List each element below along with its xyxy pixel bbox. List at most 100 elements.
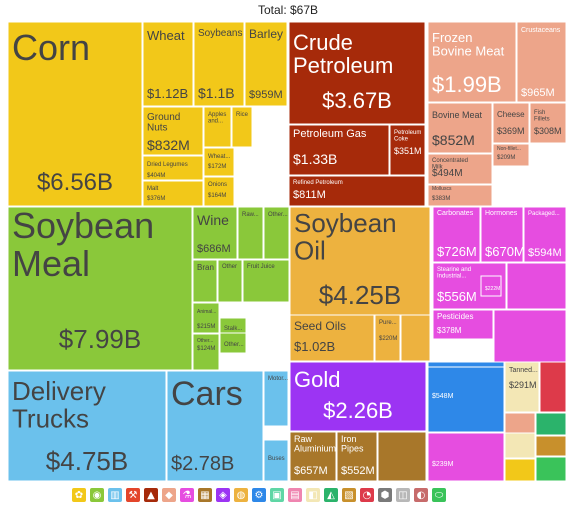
treemap-tile[interactable] xyxy=(427,432,505,482)
treemap-tile[interactable] xyxy=(427,21,517,103)
footwear-icon[interactable]: ◭ xyxy=(324,488,338,502)
tile-name-label: Onions xyxy=(208,182,227,188)
treemap-tile[interactable] xyxy=(219,332,247,354)
tile-name-label: Soybean xyxy=(12,205,154,246)
tile-name-label: Iron xyxy=(341,434,357,444)
treemap-tile[interactable] xyxy=(516,21,567,103)
wood-products-icon[interactable]: ▧ xyxy=(342,488,356,502)
tile-name-label: Buses xyxy=(268,456,285,462)
treemap-tile[interactable] xyxy=(535,456,567,482)
arts-icon[interactable]: ◫ xyxy=(396,488,410,502)
treemap-tile[interactable] xyxy=(142,21,194,107)
treemap-tile[interactable] xyxy=(427,153,493,185)
treemap-tile[interactable] xyxy=(289,361,427,432)
treemap-tile[interactable] xyxy=(142,180,204,207)
tile-name-label: Soybeans xyxy=(198,28,242,39)
treemap-tile[interactable] xyxy=(142,106,204,156)
treemap-tile[interactable] xyxy=(231,106,253,148)
mineral-products-icon[interactable]: ▲ xyxy=(144,488,158,502)
tile-name-label: Bovine Meat xyxy=(432,110,483,120)
textiles-icon[interactable]: ▥ xyxy=(108,488,122,502)
treemap-tile[interactable] xyxy=(523,206,567,263)
treemap-tile[interactable] xyxy=(192,333,220,371)
tile-name-label: Molluscs xyxy=(432,186,452,192)
tile-name-label: Raw xyxy=(294,434,313,444)
treemap-tile[interactable] xyxy=(492,102,530,144)
instruments-icon[interactable]: ⚙ xyxy=(252,488,266,502)
weapons-icon[interactable]: ⬢ xyxy=(378,488,392,502)
treemap-tile[interactable] xyxy=(492,143,530,167)
foodstuffs-icon[interactable]: ◉ xyxy=(90,488,104,502)
miscellaneous-icon[interactable]: ◔ xyxy=(360,488,374,502)
treemap-tile[interactable] xyxy=(203,176,235,207)
treemap-tile[interactable] xyxy=(374,314,401,362)
metals-icon[interactable]: ▦ xyxy=(198,488,212,502)
tile-name-label: Non-fillet... xyxy=(497,146,521,152)
treemap-tile[interactable] xyxy=(389,124,426,176)
treemap-tile[interactable] xyxy=(427,102,493,154)
plastics-icon[interactable]: ▣ xyxy=(270,488,284,502)
treemap-tile[interactable] xyxy=(217,259,243,303)
treemap-tile[interactable] xyxy=(432,309,494,340)
treemap-tile[interactable] xyxy=(377,431,427,482)
treemap-tile[interactable] xyxy=(263,206,290,260)
treemap-tile[interactable] xyxy=(142,155,204,181)
treemap-tile[interactable] xyxy=(432,206,481,263)
tile-name-label: Seed Oils xyxy=(294,319,346,333)
treemap-tile[interactable] xyxy=(7,21,143,207)
treemap-tile[interactable] xyxy=(529,102,567,144)
treemap-tile[interactable] xyxy=(203,147,235,177)
animal-products-icon[interactable]: ◆ xyxy=(162,488,176,502)
treemap-tile[interactable] xyxy=(192,206,238,260)
tile-value-label: $494M xyxy=(432,168,463,179)
stone-glass-icon[interactable]: ◧ xyxy=(306,488,320,502)
treemap-tile[interactable] xyxy=(336,431,378,482)
treemap-tile[interactable] xyxy=(493,309,567,363)
treemap-tile[interactable] xyxy=(289,314,375,362)
machines-icon[interactable]: ⚒ xyxy=(126,488,140,502)
treemap-tile[interactable] xyxy=(288,175,426,207)
vegetable-products-icon[interactable]: ✿ xyxy=(72,488,86,502)
precious-metals-icon[interactable]: ◈ xyxy=(216,488,230,502)
treemap-tile[interactable] xyxy=(203,106,232,148)
treemap-tile[interactable] xyxy=(237,206,264,260)
tile-name-label: Milk xyxy=(432,164,444,170)
transportation-icon[interactable]: ⬭ xyxy=(432,488,446,502)
treemap-tile[interactable] xyxy=(7,206,193,371)
treemap-tile[interactable] xyxy=(400,314,431,362)
paper-goods-icon[interactable]: ▤ xyxy=(288,488,302,502)
treemap-tile[interactable] xyxy=(535,435,567,457)
treemap-tile[interactable] xyxy=(504,412,536,434)
treemap-tile[interactable] xyxy=(244,21,288,107)
chemical-products-icon[interactable]: ⚗ xyxy=(180,488,194,502)
treemap-tile[interactable] xyxy=(192,302,220,334)
treemap-tile[interactable] xyxy=(288,21,426,125)
treemap-tile[interactable] xyxy=(427,184,493,207)
treemap-tile[interactable] xyxy=(288,124,390,176)
treemap-tile[interactable] xyxy=(504,432,536,459)
animal-fats-icon[interactable]: ◍ xyxy=(234,488,248,502)
tile-name-label: Fillets xyxy=(534,116,550,122)
tile-value-label: $1.02B xyxy=(294,339,335,354)
treemap-tile[interactable] xyxy=(427,361,505,433)
tile-value-label: $7.99B xyxy=(59,324,141,354)
treemap-tile[interactable] xyxy=(427,361,505,368)
treemap-tile[interactable] xyxy=(192,259,218,303)
treemap-tile[interactable] xyxy=(480,275,502,297)
treemap-tile[interactable] xyxy=(263,370,289,427)
treemap-tile[interactable] xyxy=(7,370,167,482)
treemap-tile[interactable] xyxy=(535,412,567,436)
treemap-tile[interactable] xyxy=(504,458,536,482)
treemap-tile[interactable] xyxy=(263,439,289,482)
treemap-tile[interactable] xyxy=(166,370,264,482)
tile-name-label: Apples xyxy=(208,112,226,118)
tile-value-label: $1.12B xyxy=(147,86,188,101)
treemap-tile[interactable] xyxy=(242,259,290,303)
tile-name-label: Rice xyxy=(236,112,249,118)
treemap-tile[interactable] xyxy=(289,431,337,482)
animal-hides-icon[interactable]: ◐ xyxy=(414,488,428,502)
treemap-tile[interactable] xyxy=(539,361,567,413)
treemap-tile[interactable] xyxy=(480,206,524,263)
treemap-tile[interactable] xyxy=(506,262,567,310)
treemap-tile[interactable] xyxy=(193,21,245,107)
